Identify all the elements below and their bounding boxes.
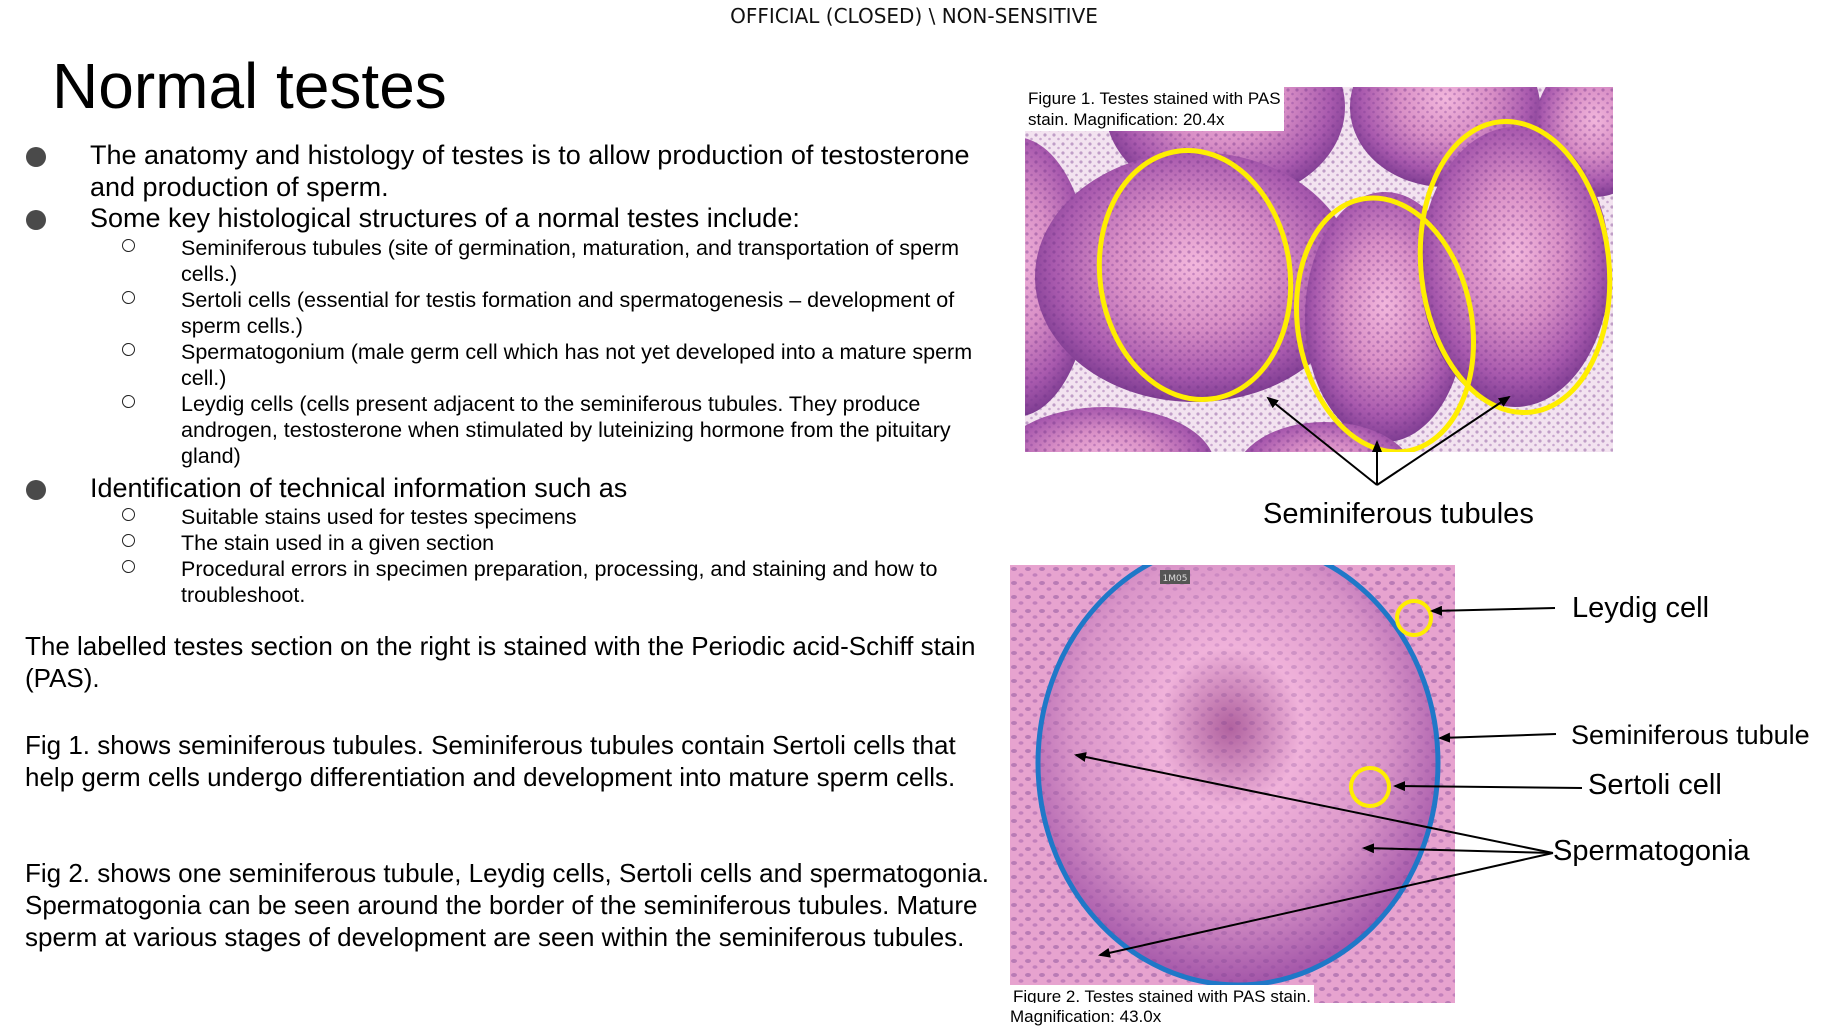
label-spermatogonia: Spermatogonia <box>1553 834 1750 868</box>
label-seminiferous-tubules: Seminiferous tubules <box>1263 497 1534 531</box>
label-leydig-cell: Leydig cell <box>1572 591 1709 625</box>
label-seminiferous-tubule: Seminiferous tubule <box>1571 718 1810 752</box>
label-sertoli-cell: Sertoli cell <box>1588 768 1722 802</box>
